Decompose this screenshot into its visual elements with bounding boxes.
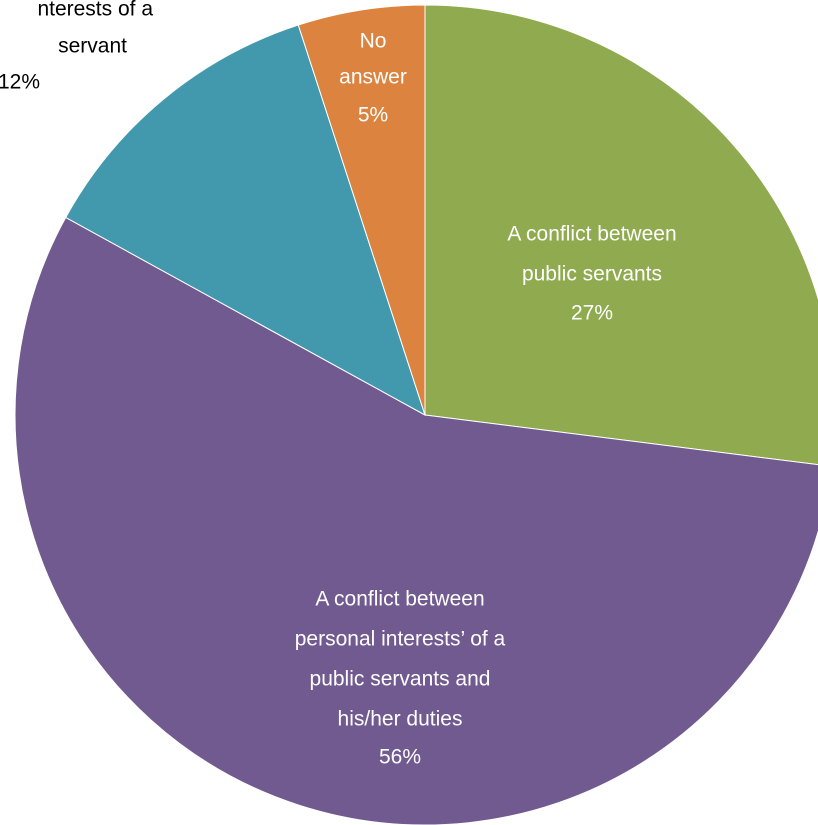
pie-slice (424, 4, 818, 466)
pie-slice (65, 24, 426, 417)
slice-label: nterests of a (37, 0, 153, 21)
slice-label: A conflict between (507, 223, 676, 246)
slice-label: servant (58, 35, 127, 58)
slice-value-label: 56% (379, 746, 421, 769)
slice-label: public servants (522, 263, 662, 286)
slice-label: public servants and (310, 668, 491, 691)
slice-value-label: 27% (571, 302, 613, 325)
pie-slice (14, 216, 818, 825)
slice-label: answer (339, 66, 407, 89)
slice-label: No (360, 30, 387, 53)
slice-label: his/her duties (338, 708, 463, 731)
pie-slice (297, 4, 426, 416)
slice-label: A conflict between (315, 588, 484, 611)
slice-value-label: 5% (358, 104, 388, 127)
slice-label: personal interests’ of a (295, 628, 506, 651)
slice-value-label: 12% (0, 71, 40, 94)
